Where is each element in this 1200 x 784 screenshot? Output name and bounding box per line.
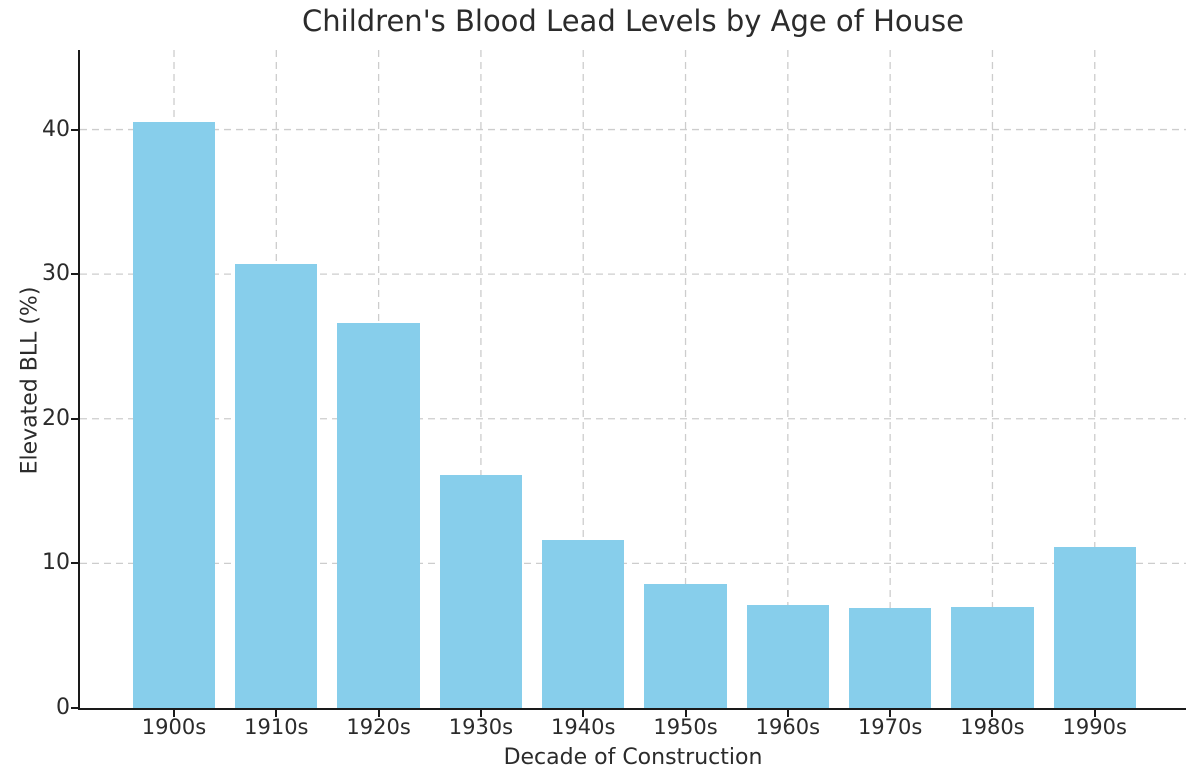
x-tick-mark <box>786 710 789 717</box>
y-tick-label: 30 <box>42 261 70 287</box>
bar-1970s <box>849 608 932 708</box>
y-tick-label: 20 <box>42 405 70 431</box>
bar-1950s <box>644 583 727 708</box>
x-tick-mark <box>275 710 278 717</box>
x-tick-mark <box>582 710 585 717</box>
x-tick-label: 1980s <box>960 715 1025 739</box>
x-tick-label: 1960s <box>755 715 821 739</box>
y-axis-label: Elevated BLL (%) <box>17 286 43 475</box>
bar-1900s <box>132 122 216 708</box>
plot-area <box>78 50 1186 710</box>
y-tick-mark <box>71 562 78 565</box>
bar-1980s <box>951 606 1034 708</box>
y-tick-label: 10 <box>42 550 70 576</box>
x-tick-label: 1900s <box>141 715 207 739</box>
x-axis-label: Decade of Construction <box>503 745 763 770</box>
x-tick-label: 1970s <box>857 715 923 739</box>
y-tick-mark <box>71 417 78 420</box>
x-tick-mark <box>889 710 892 717</box>
x-tick-mark <box>684 710 687 717</box>
y-tick-label: 0 <box>56 695 70 720</box>
x-tick-mark <box>479 710 482 717</box>
x-tick-label: 1950s <box>653 715 718 739</box>
x-tick-mark <box>1093 710 1096 717</box>
y-tick-mark <box>71 273 78 276</box>
x-tick-mark <box>377 710 380 717</box>
x-tick-label: 1940s <box>551 715 616 739</box>
x-tick-mark <box>991 710 994 717</box>
bar-1920s <box>337 323 420 708</box>
x-tick-label: 1930s <box>448 715 514 739</box>
x-tick-label: 1990s <box>1062 715 1127 739</box>
x-tick-mark <box>173 710 175 717</box>
y-tick-label: 40 <box>42 116 70 142</box>
x-tick-label: 1910s <box>244 715 309 739</box>
bar-1990s <box>1053 547 1136 708</box>
bar-1940s <box>542 540 625 708</box>
bar-1960s <box>746 605 829 708</box>
x-tick-label: 1920s <box>346 715 411 739</box>
chart-title: Children's Blood Lead Levels by Age of H… <box>302 4 964 38</box>
bar-1910s <box>235 264 318 708</box>
y-tick-mark <box>71 707 78 709</box>
bar-1930s <box>439 475 523 708</box>
y-tick-mark <box>71 128 78 131</box>
